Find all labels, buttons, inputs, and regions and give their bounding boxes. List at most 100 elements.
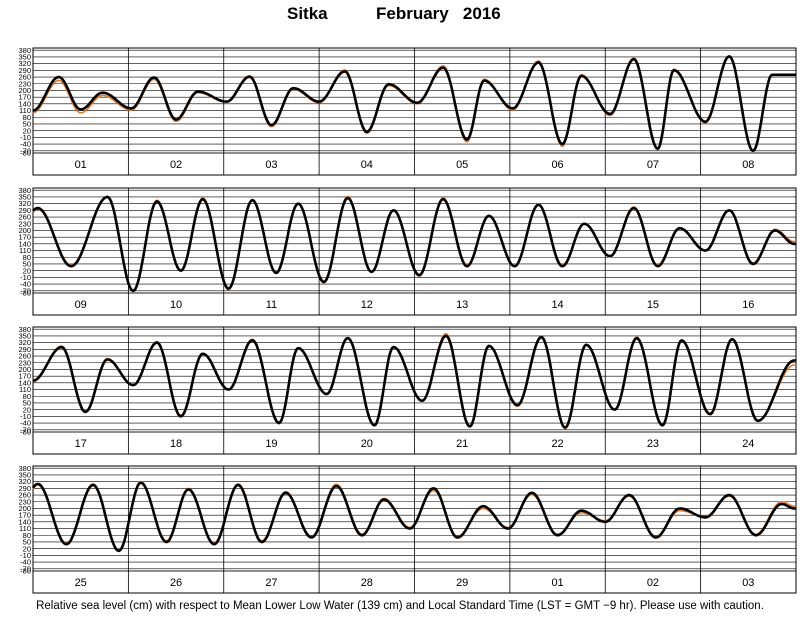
day-label: 19 <box>265 438 277 450</box>
y-tick-label: 140 <box>18 99 31 108</box>
y-tick-label: 320 <box>18 59 31 68</box>
panel-frame <box>32 326 797 455</box>
day-label: 03 <box>265 159 277 171</box>
day-label: 12 <box>361 299 373 311</box>
day-label: 16 <box>742 299 754 311</box>
day-label: 24 <box>742 438 754 450</box>
day-label: 21 <box>456 438 468 450</box>
y-tick-label: 80 <box>23 113 31 122</box>
month-year: February 2016 <box>376 4 501 23</box>
day-label: 05 <box>456 159 468 171</box>
y-tick-label: 110 <box>19 524 31 533</box>
y-tick-label: 380 <box>18 464 31 473</box>
y-tick-label: 260 <box>18 213 31 222</box>
y-tick-label: 290 <box>18 206 31 215</box>
day-label: 09 <box>75 299 87 311</box>
y-tick-label: -80 <box>20 428 31 437</box>
y-tick-label: 140 <box>18 378 31 387</box>
day-label: 20 <box>361 438 373 450</box>
day-label: 29 <box>456 577 468 589</box>
y-tick-label: 50 <box>23 538 31 547</box>
chart-panel-4: 380350320290260230200170140110805020-10-… <box>18 464 797 594</box>
y-tick-label: -10 <box>20 273 31 282</box>
y-tick-label: -70 <box>20 286 31 295</box>
y-tick-label: 380 <box>18 325 31 334</box>
day-label: 02 <box>647 577 659 589</box>
y-tick-label: 80 <box>23 253 31 262</box>
y-tick-label: 110 <box>19 106 31 115</box>
y-tick-label: 20 <box>23 405 31 414</box>
day-label: 25 <box>75 577 87 589</box>
y-tick-label: 290 <box>18 345 31 354</box>
day-label: 03 <box>742 577 754 589</box>
chart-title: Sitka February 2016 <box>0 2 800 24</box>
y-tick-label: 170 <box>18 372 31 381</box>
y-tick-label: 20 <box>23 126 31 135</box>
day-label: 06 <box>551 159 563 171</box>
y-tick-label: 50 <box>23 399 31 408</box>
day-label: 02 <box>170 159 182 171</box>
day-label: 23 <box>647 438 659 450</box>
observed-series-line <box>32 195 796 293</box>
y-tick-label: 350 <box>18 332 31 341</box>
y-tick-label: 110 <box>19 246 31 255</box>
panel-frame <box>32 465 797 594</box>
day-label: 18 <box>170 438 182 450</box>
y-tick-label: 80 <box>23 392 31 401</box>
y-tick-label: 200 <box>18 365 31 374</box>
y-tick-label: 200 <box>18 226 31 235</box>
chart-caption: Relative sea level (cm) with respect to … <box>36 600 764 612</box>
y-tick-label: -40 <box>20 558 31 567</box>
y-tick-label: 290 <box>18 484 31 493</box>
y-tick-label: 260 <box>18 352 31 361</box>
y-tick-label: 320 <box>18 477 31 486</box>
y-tick-label: 20 <box>23 266 31 275</box>
y-tick-label: 380 <box>18 46 31 55</box>
y-tick-label: -70 <box>20 425 31 434</box>
y-tick-label: -80 <box>20 567 31 576</box>
observed-series-line <box>32 55 796 153</box>
y-tick-label: 50 <box>23 260 31 269</box>
y-tick-label: 230 <box>18 358 31 367</box>
day-label: 07 <box>647 159 659 171</box>
y-tick-label: -10 <box>20 412 31 421</box>
y-tick-label: 170 <box>18 511 31 520</box>
y-tick-label: -70 <box>20 564 31 573</box>
chart-panel-1: 380350320290260230200170140110805020-10-… <box>18 46 797 176</box>
chart-panel-3: 380350320290260230200170140110805020-10-… <box>18 325 797 455</box>
y-tick-label: 260 <box>18 491 31 500</box>
day-label: 01 <box>75 159 87 171</box>
day-label: 01 <box>551 577 563 589</box>
y-tick-label: 80 <box>23 531 31 540</box>
y-tick-label: 230 <box>18 79 31 88</box>
y-tick-label: 50 <box>23 120 31 129</box>
y-tick-label: -10 <box>20 133 31 142</box>
y-tick-label: 140 <box>18 239 31 248</box>
y-tick-label: 230 <box>18 219 31 228</box>
y-tick-label: 200 <box>18 504 31 513</box>
day-label: 15 <box>647 299 659 311</box>
y-tick-label: 200 <box>18 86 31 95</box>
panel-frame <box>32 47 797 176</box>
y-tick-label: -40 <box>20 419 31 428</box>
y-tick-label: 230 <box>18 497 31 506</box>
y-tick-label: -40 <box>20 140 31 149</box>
day-label: 11 <box>266 299 277 311</box>
y-tick-label: -10 <box>20 551 31 560</box>
y-tick-label: 380 <box>18 186 31 195</box>
y-tick-label: 110 <box>19 385 31 394</box>
y-tick-label: -40 <box>20 280 31 289</box>
y-tick-label: 20 <box>23 544 31 553</box>
y-tick-label: 170 <box>18 233 31 242</box>
day-label: 28 <box>361 577 373 589</box>
y-tick-label: -80 <box>20 149 31 158</box>
day-label: 14 <box>551 299 563 311</box>
y-tick-label: 290 <box>18 66 31 75</box>
y-tick-label: 350 <box>18 53 31 62</box>
station-name: Sitka <box>287 4 328 23</box>
y-tick-label: 140 <box>18 517 31 526</box>
day-label: 04 <box>361 159 373 171</box>
panel-frame <box>32 187 797 316</box>
y-tick-label: -80 <box>20 289 31 298</box>
